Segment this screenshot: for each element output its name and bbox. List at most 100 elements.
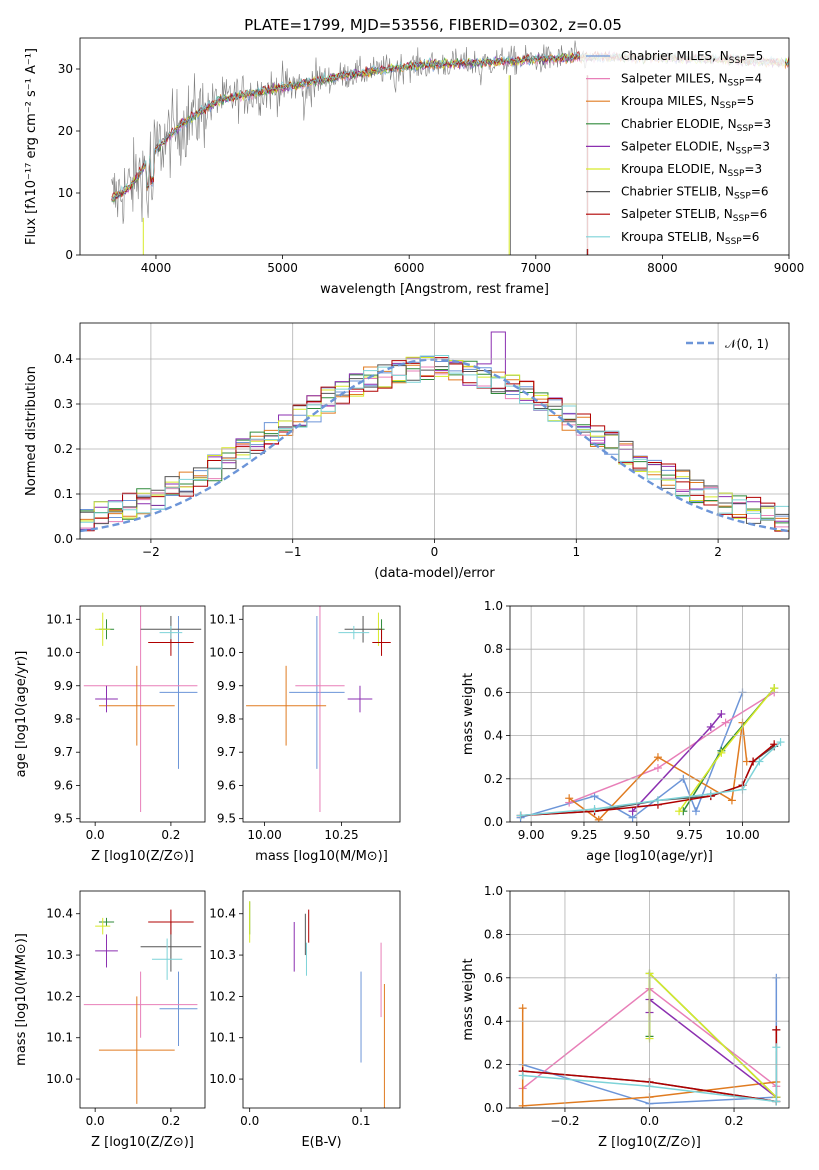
legend-label-main: Salpeter MILES, N [621, 72, 728, 86]
y-tick-label: 0.6 [484, 971, 503, 985]
axes-frame [509, 890, 790, 1109]
axes-frame [79, 605, 206, 823]
legend-label-sub: SSP [734, 192, 751, 202]
legend-label: Salpeter ELODIE, NSSP=3 [621, 139, 770, 156]
x-tick-label: 0.2 [161, 1114, 180, 1128]
age-vs-Z-panel: 0.0 0.2 9.5 9.6 9.7 9.8 9.9 10.0 10.1 Z [log10(Z/… [14, 605, 206, 864]
legend-label-value: =6 [742, 230, 760, 244]
x-tick-label: 0 [431, 545, 439, 559]
y-tick-label: 0.0 [54, 532, 73, 546]
y-axis-label: age [log10(age/yr)] [14, 651, 29, 778]
weight-line [568, 691, 775, 804]
legend-label-value: =4 [744, 72, 762, 86]
y-axis-label: Flux [fλ10⁻¹⁷ erg cm⁻² s⁻¹ A⁻¹] [24, 48, 39, 245]
x-tick-label: 0.0 [86, 1114, 105, 1128]
weight-line [682, 687, 775, 812]
x-tick-label: 0.2 [724, 1114, 743, 1128]
x-tick-label: 10.25 [324, 828, 358, 842]
residuals-panel: −2 −1 0 1 2 0.0 0.1 0.2 0.3 0.4 (data-model)/error… [24, 322, 790, 581]
legend-label-main: Chabrier MILES, N [621, 49, 729, 63]
y-tick-label: 1.0 [484, 884, 503, 898]
axes-frame [79, 890, 206, 1109]
y-tick-label: 10.1 [209, 612, 236, 626]
x-axis-label: age [log10(age/yr)] [586, 849, 713, 864]
legend-label: 𝒩(0, 1) [725, 337, 769, 351]
residual-legend: 𝒩(0, 1) [686, 337, 769, 351]
age-vs-Z-plot-area [83, 606, 202, 813]
x-tick-label: 5000 [267, 261, 298, 275]
legend-label-value: =6 [750, 207, 768, 221]
x-axis-label: (data-model)/error [374, 566, 495, 581]
legend-label-value: =6 [751, 185, 769, 199]
axes-frame [79, 37, 790, 256]
legend-label-value: =3 [753, 117, 771, 131]
y-tick-label: 9.9 [217, 679, 236, 693]
y-tick-label: 10.3 [209, 948, 236, 962]
y-tick-label: 0.1 [54, 487, 73, 501]
x-tick-label: −1 [284, 545, 302, 559]
weight-line [648, 997, 777, 1098]
y-tick-label: 20 [58, 124, 73, 138]
weight-line [678, 687, 775, 812]
y-tick-label: 0.0 [484, 815, 503, 829]
x-tick-label: 6000 [394, 261, 425, 275]
legend-label: Kroupa MILES, NSSP=5 [621, 94, 754, 111]
weight-line [522, 1047, 778, 1103]
y-tick-label: 0.6 [484, 685, 503, 699]
x-tick-label: 1 [572, 545, 580, 559]
y-tick-label: 1.0 [484, 599, 503, 613]
legend-label: Salpeter MILES, NSSP=4 [621, 72, 762, 89]
legend-label-value: =3 [744, 162, 762, 176]
y-tick-label: 0.4 [54, 352, 73, 366]
x-tick-label: 0.1 [351, 1114, 370, 1128]
axes-frame [242, 605, 401, 823]
legend-label: Salpeter STELIB, NSSP=6 [621, 207, 767, 224]
axes-frame [79, 322, 790, 540]
legend-label-value: =5 [746, 49, 764, 63]
age-vs-mass-panel: 10.00 10.25 9.5 9.6 9.7 9.8 9.9 10.0 10.1 mass [l… [209, 605, 401, 864]
y-tick-label: 0.4 [484, 729, 503, 743]
y-tick-label: 0 [65, 248, 73, 262]
mass-vs-Z-panel: 0.0 0.2 10.0 10.1 10.2 10.3 10.4 Z [log10(Z/Z⊙)… [14, 890, 206, 1150]
y-axis-label: Normed distribution [24, 366, 39, 496]
x-tick-label: 9.00 [518, 828, 545, 842]
x-tick-label: 9.75 [676, 828, 703, 842]
weight-line [520, 692, 744, 819]
y-tick-label: 10.2 [209, 989, 236, 1003]
legend-label-sub: SSP [737, 124, 754, 134]
mass-vs-EBV-panel: 0.0 0.1 10.0 10.1 10.2 10.3 10.4 E(B-V) [209, 890, 401, 1150]
y-tick-label: 10.0 [209, 646, 236, 660]
y-tick-label: 10.1 [46, 612, 73, 626]
plots-group: 4000 5000 6000 7000 8000 90000102030wavelengt… [14, 37, 804, 1150]
y-tick-label: 10.1 [209, 1031, 236, 1045]
y-tick-label: 9.9 [54, 679, 73, 693]
legend-label: Kroupa STELIB, NSSP=6 [621, 230, 759, 247]
x-axis-label: Z [log10(Z/Z⊙)] [91, 1135, 194, 1150]
legend-label-main: Chabrier STELIB, N [621, 185, 734, 199]
legend-label-main: Kroupa STELIB, N [621, 230, 725, 244]
y-tick-label: 0.2 [484, 772, 503, 786]
legend-label-main: Kroupa ELODIE, N [621, 162, 728, 176]
legend-label: Chabrier MILES, NSSP=5 [621, 49, 763, 66]
y-tick-label: 0.3 [54, 397, 73, 411]
legend-label-value: =3 [752, 139, 770, 153]
weight-vs-age-panel: 9.00 9.25 9.50 9.75 10.00 0.0 0.2 0.4 0.6 0.8 1.0 a… [461, 599, 790, 864]
axes-frame [509, 605, 790, 823]
axes-frame [242, 890, 401, 1109]
y-tick-label: 10.4 [209, 907, 236, 921]
mass-vs-Z-plot-area [83, 909, 202, 1104]
y-tick-label: 10.0 [46, 1072, 73, 1086]
y-tick-label: 9.6 [54, 778, 73, 792]
weight-line [521, 1008, 777, 1107]
y-axis-label: mass weight [461, 958, 476, 1040]
y-tick-label: 9.5 [217, 812, 236, 826]
legend-label: Kroupa ELODIE, NSSP=3 [621, 162, 762, 179]
observed-spectrum [111, 40, 587, 224]
legend-label-main: Salpeter ELODIE, N [621, 139, 735, 153]
y-tick-label: 10.2 [46, 989, 73, 1003]
y-tick-label: 10.1 [46, 1031, 73, 1045]
y-tick-label: 10.0 [46, 646, 73, 660]
x-tick-label: 0.0 [640, 1114, 659, 1128]
y-tick-label: 9.7 [54, 745, 73, 759]
